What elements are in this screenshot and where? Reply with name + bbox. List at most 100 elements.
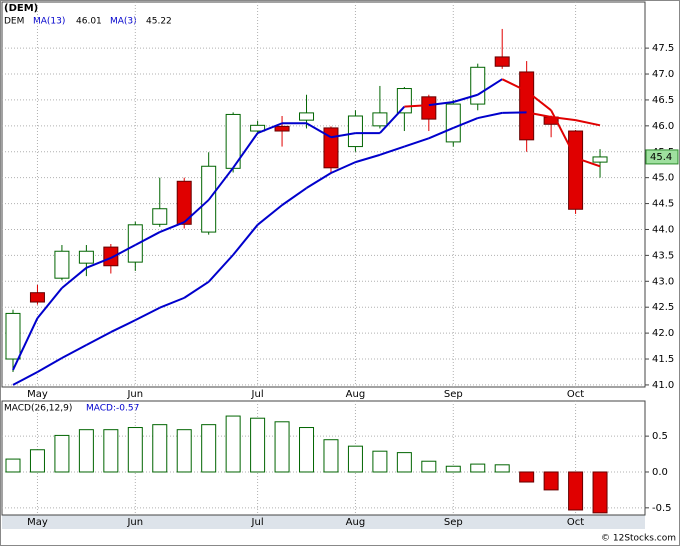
ma-segment <box>257 122 283 135</box>
ma-segment <box>207 254 234 283</box>
ma-segment <box>404 137 430 148</box>
x-tick-label: Jul <box>251 389 264 400</box>
candle-body <box>470 66 486 105</box>
bar <box>29 449 45 473</box>
candle-body <box>5 312 21 360</box>
ma-segment <box>232 132 259 169</box>
footer: © 12Stocks.com <box>601 534 676 544</box>
ma-segment <box>207 167 234 201</box>
y-tick-label: 41.5 <box>652 354 674 365</box>
ma-segment <box>110 319 136 333</box>
y-tick-label: -0.5 <box>652 503 672 514</box>
ma-segment <box>575 119 601 127</box>
bar <box>445 465 461 473</box>
bar <box>592 471 608 514</box>
bar <box>274 421 290 473</box>
candle-body <box>347 115 363 148</box>
y-tick-label: 46.0 <box>652 121 674 132</box>
x-tick-label: Aug <box>346 389 366 400</box>
y-tick-label: 45.0 <box>652 173 674 184</box>
ma-segment <box>355 153 381 164</box>
bar <box>225 415 241 473</box>
y-tick-label: 43.0 <box>652 276 674 287</box>
x-tick-label: May <box>27 517 48 528</box>
bar <box>54 434 70 473</box>
ma-segment <box>159 221 185 233</box>
ma-segment <box>281 187 308 206</box>
ma-segment <box>526 90 552 112</box>
candle-body <box>274 125 290 132</box>
ma-segment <box>61 344 87 359</box>
y-tick-label: 44.0 <box>652 224 674 235</box>
x-tick-label: Jun <box>126 517 143 528</box>
y-tick-label: 0.5 <box>652 431 668 442</box>
ma-segment <box>134 306 161 322</box>
ma-segment <box>502 111 527 114</box>
x-tick-label: Aug <box>346 517 366 528</box>
ma-segment <box>85 331 112 346</box>
bar <box>103 429 119 473</box>
last-price-label: 45.4 <box>650 152 672 163</box>
x-tick-label: Jul <box>251 517 264 528</box>
y-tick-label: 42.5 <box>652 302 674 313</box>
ma-segment <box>183 280 210 299</box>
candle-body <box>78 250 94 264</box>
ma-segment <box>428 126 454 140</box>
candle-body <box>54 250 70 279</box>
legend-ma3: MA(3) <box>110 17 137 27</box>
bar <box>323 439 339 473</box>
legend-ma13-value: 46.01 <box>76 17 102 27</box>
y-tick-label: 47.5 <box>652 43 674 54</box>
bar <box>250 417 266 473</box>
candle-body <box>299 112 315 121</box>
bar <box>421 460 437 473</box>
y-tick-label: 44.5 <box>652 199 674 210</box>
x-tick-label: Jun <box>126 389 143 400</box>
bar <box>347 445 363 473</box>
ma-segment <box>12 371 38 386</box>
bar <box>543 471 559 491</box>
bar <box>201 424 217 473</box>
x-tick-label: May <box>27 389 48 400</box>
candle-body <box>519 71 535 141</box>
candle-body <box>176 180 192 225</box>
candle-body <box>494 56 510 67</box>
bar <box>127 427 143 473</box>
ma-segment <box>477 111 503 120</box>
candle-body <box>372 112 388 127</box>
ma-segment <box>330 161 356 174</box>
ma-segment <box>477 78 503 96</box>
chart-title: (DEM) <box>4 3 38 14</box>
ma-segment <box>575 157 601 168</box>
ma-segment <box>232 224 259 256</box>
y-tick-label: 46.5 <box>652 95 674 106</box>
ma-segment <box>86 257 112 269</box>
bar <box>568 471 584 511</box>
ma-segment <box>183 199 210 223</box>
ma-segment <box>452 93 479 103</box>
y-tick-label: 0.0 <box>652 467 668 478</box>
candle-body <box>396 88 412 114</box>
macd-title: MACD(26,12,9) <box>4 404 72 414</box>
ma-segment <box>452 117 479 129</box>
ma-segment <box>305 172 332 189</box>
bar <box>470 463 486 473</box>
legend-ma3-value: 45.22 <box>146 17 172 27</box>
candle-body <box>445 103 461 143</box>
ma-segment <box>379 105 406 134</box>
last-price-box <box>645 149 679 165</box>
legend-symbol: DEM <box>4 17 24 27</box>
candle-body <box>152 208 168 225</box>
ma-segment <box>306 122 332 139</box>
x-axis-strip <box>2 515 645 529</box>
bar <box>5 458 21 473</box>
bar <box>396 452 412 473</box>
ma-segment <box>36 287 63 319</box>
ma-segment <box>428 101 454 107</box>
bar <box>78 429 94 473</box>
candle-body <box>323 127 339 169</box>
ma-segment <box>36 357 63 373</box>
bar <box>494 464 510 473</box>
legend-ma13: MA(13) <box>33 17 65 27</box>
